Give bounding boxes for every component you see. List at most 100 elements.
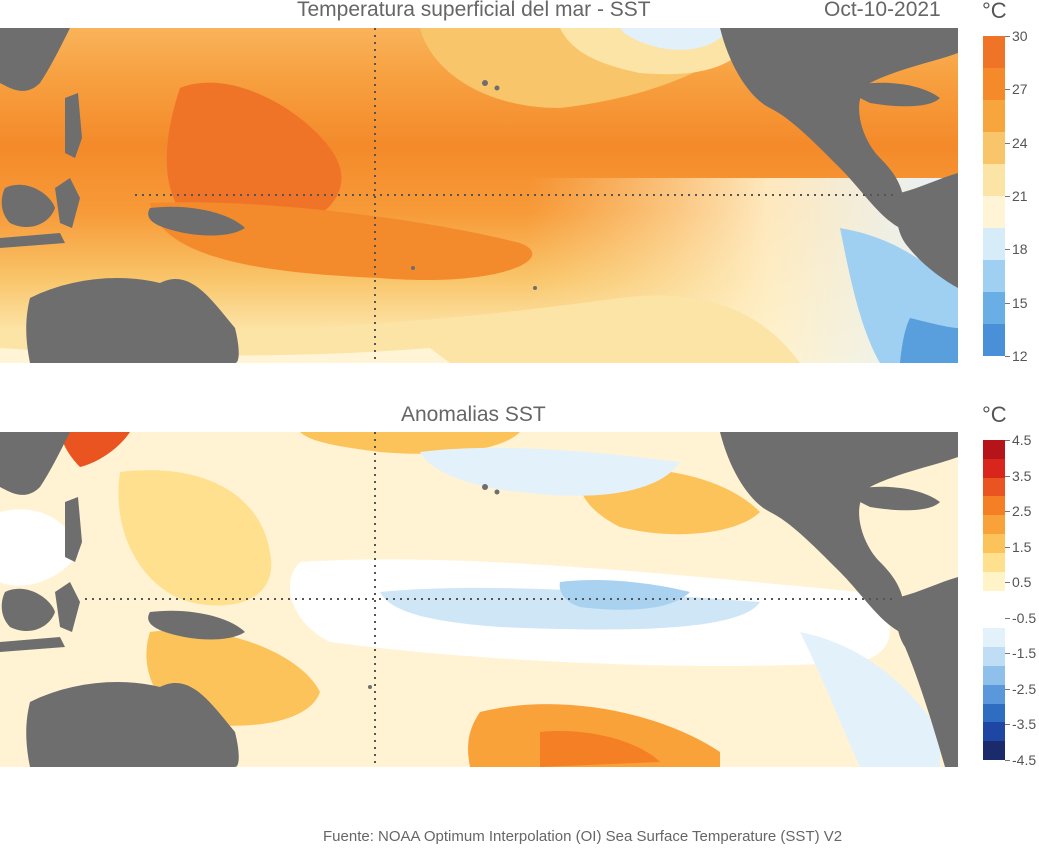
- hawaii-island: [482, 484, 488, 490]
- sst-colorbar-label: 18: [1012, 241, 1028, 258]
- sst-land: [0, 28, 958, 363]
- asia-land: [0, 28, 70, 91]
- anomaly-colorbar-label: 4.5: [1012, 432, 1032, 448]
- sst-map-title: Temperatura superficial del mar - SST: [297, 0, 651, 21]
- anomaly-colorbar-swatch: [983, 684, 1005, 704]
- new-guinea-land: [148, 610, 245, 640]
- sst-colorbar-tick: [1005, 89, 1010, 91]
- sst-colorbar-tick: [1005, 142, 1010, 144]
- sst-colorbar-swatch: [983, 36, 1005, 68]
- anomaly-colorbar-tick: [1005, 511, 1010, 513]
- caribbean-land: [840, 82, 940, 107]
- java-land: [0, 233, 65, 248]
- anomaly-colorbar-tick: [1005, 724, 1010, 726]
- caribbean-land: [840, 486, 940, 511]
- sst-colorbar-label: 12: [1012, 348, 1028, 364]
- anomaly-warm-west: [118, 470, 272, 606]
- sst-colorbar-tick: [1005, 36, 1010, 37]
- south-america-land: [896, 577, 958, 767]
- sulawesi-land: [55, 582, 80, 632]
- sst-colorbar-swatch: [983, 196, 1005, 228]
- anomaly-colorbar-tick: [1005, 617, 1010, 619]
- anomaly-colorbar-tick: [1005, 475, 1010, 477]
- anomaly-colorbar-swatch: [983, 722, 1005, 742]
- anomaly-colorbar: 4.5 3.5 2.5 1.5 0.5 -0.5 -1.5 -2.5 -3.5 -4.5: [983, 433, 1039, 767]
- anomaly-colorbar-label: -4.5: [1012, 752, 1037, 768]
- anomaly-colorbar-label: -2.5: [1012, 680, 1037, 697]
- anomaly-colorbar-tick: [1005, 546, 1010, 548]
- anomaly-colorbar-swatch: [983, 647, 1005, 666]
- north-america-land: [720, 28, 958, 228]
- anomaly-colorbar-swatch: [983, 609, 1005, 629]
- sst-colorbar-swatch: [983, 164, 1005, 196]
- sst-colorbar-swatch: [983, 132, 1005, 164]
- borneo-land: [1, 588, 55, 632]
- anomaly-colorbar-swatch: [983, 571, 1005, 591]
- sst-map-date: Oct-10-2021: [824, 0, 941, 21]
- pacific-island: [411, 266, 415, 270]
- anomaly-colorbar-swatch: [983, 477, 1005, 497]
- australia-land: [26, 278, 239, 363]
- sst-unit-label: °C: [982, 0, 1007, 23]
- philippines-land: [65, 497, 82, 562]
- sst-colorbar-label: 24: [1012, 134, 1028, 151]
- sst-colorbar-swatch: [983, 324, 1005, 356]
- anomaly-colorbar-swatch: [983, 741, 1005, 760]
- anomaly-cool-north: [420, 447, 680, 496]
- source-footnote: Fuente: NOAA Optimum Interpolation (OI) …: [323, 828, 843, 845]
- anomaly-colorbar-tick: [1005, 760, 1010, 761]
- anomaly-map-title: Anomalias SST: [401, 403, 546, 426]
- south-america-land: [896, 173, 958, 288]
- sst-colorbar-swatch: [983, 292, 1005, 324]
- anomaly-neutral-west: [0, 509, 80, 586]
- java-land: [0, 637, 65, 652]
- anomaly-unit-label: °C: [982, 402, 1007, 427]
- anomaly-hot-south: [540, 731, 660, 767]
- sst-map: [0, 28, 958, 363]
- hawaii-island: [494, 489, 500, 495]
- hawaii-island: [482, 80, 488, 86]
- north-america-land: [720, 432, 958, 632]
- asia-land: [0, 432, 70, 495]
- anomaly-cool-southeast: [800, 632, 940, 767]
- anomaly-warm-north: [300, 432, 520, 454]
- anomaly-colorbar-label: 2.5: [1012, 503, 1032, 520]
- anomaly-colorbar-swatch: [983, 515, 1005, 535]
- anomaly-colorbar-swatch: [983, 665, 1005, 685]
- pacific-island: [533, 286, 537, 290]
- sst-colorbar-tick: [1005, 302, 1010, 304]
- anomaly-colorbar-label: -3.5: [1012, 716, 1037, 733]
- anomaly-colorbar-swatch: [983, 552, 1005, 572]
- anomaly-colorbar-swatch: [983, 534, 1005, 553]
- borneo-land: [1, 184, 55, 228]
- sst-colorbar-swatch: [983, 68, 1005, 100]
- sst-colorbar-tick: [1005, 356, 1010, 357]
- anomaly-colorbar-swatch: [983, 590, 1005, 610]
- anomaly-colorbar-swatch: [983, 496, 1005, 516]
- hawaii-island: [494, 85, 500, 91]
- anomaly-colorbar-tick: [1005, 582, 1010, 584]
- anomaly-colorbar-swatch: [983, 458, 1005, 478]
- sst-colorbar-swatch: [983, 100, 1005, 132]
- australia-land: [26, 682, 239, 767]
- sst-humboldt-cold: [900, 318, 958, 363]
- sst-colorbar-swatch: [983, 228, 1005, 260]
- pacific-island: [368, 685, 372, 689]
- new-guinea-land: [148, 206, 245, 236]
- anomaly-colorbar-tick: [1005, 653, 1010, 655]
- sst-colorbar: 30 27 24 21 18 15 12: [983, 29, 1039, 363]
- anomaly-map: [0, 432, 958, 767]
- anomaly-colorbar-label: 1.5: [1012, 538, 1032, 555]
- sst-north-coolest: [620, 28, 730, 50]
- sst-colorbar-label: 15: [1012, 294, 1028, 311]
- anomaly-colorbar-swatch: [983, 703, 1005, 723]
- sst-colorbar-tick: [1005, 196, 1010, 197]
- anomaly-colorbar-label: 3.5: [1012, 467, 1032, 484]
- sst-colorbar-label: 27: [1012, 81, 1028, 98]
- sst-colorbar-swatch: [983, 260, 1005, 292]
- anomaly-colorbar-label: 0.5: [1012, 574, 1032, 591]
- sulawesi-land: [55, 178, 80, 228]
- anomaly-colorbar-label: -0.5: [1012, 609, 1037, 626]
- anomaly-cooler-equator: [559, 580, 690, 610]
- sst-colorbar-label: 30: [1012, 28, 1028, 44]
